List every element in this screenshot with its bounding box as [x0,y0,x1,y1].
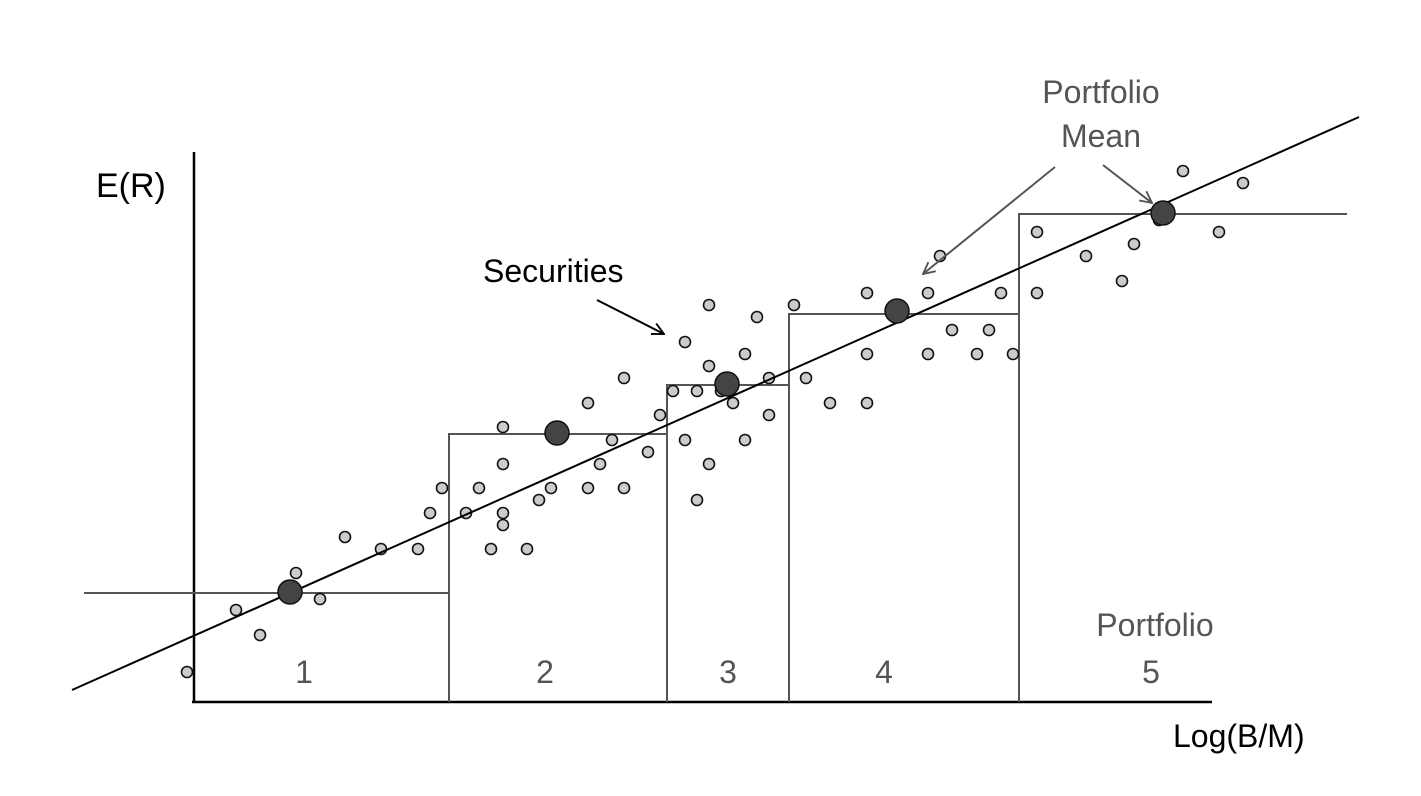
security-dot-46 [823,396,837,410]
security-dot-23 [593,457,607,471]
security-dot-48 [860,347,874,361]
security-dot-3 [253,628,267,642]
security-dot-44 [787,298,801,312]
securities-arrow [596,299,664,334]
security-dot-18 [520,542,534,556]
security-dot-10 [435,481,449,495]
x-axis-label: Log(B/M) [1173,718,1305,754]
security-dot-1 [180,665,194,679]
security-dot-31 [678,433,692,447]
security-dot-54 [970,347,984,361]
portfolio-mean-dots [277,200,1176,605]
security-dot-22 [581,481,595,495]
security-dot-41 [750,310,764,324]
security-dot-19 [532,493,546,507]
security-dot-17 [496,518,510,532]
security-dot-63 [1176,164,1190,178]
security-dot-65 [1236,176,1250,190]
security-dot-12 [472,481,486,495]
portfolio-number-2: 2 [536,654,554,690]
security-dot-6 [338,530,352,544]
portfolio-word-label: Portfolio [1096,607,1213,643]
security-dot-27 [641,445,655,459]
portfolio-number-3: 3 [719,654,737,690]
security-dot-47 [860,286,874,300]
security-dot-57 [1006,347,1020,361]
security-dot-8 [411,542,425,556]
security-dot-55 [982,323,996,337]
y-axis-label: E(R) [96,167,166,205]
security-dot-4 [289,566,303,580]
security-dot-58 [1030,225,1044,239]
security-dot-36 [702,457,716,471]
security-dot-38 [726,396,740,410]
security-dot-39 [738,347,752,361]
security-dot-53 [945,323,959,337]
security-dots [180,164,1250,679]
security-dot-14 [496,457,510,471]
security-dot-50 [921,286,935,300]
portfolio-number-5: 5 [1142,654,1160,690]
security-dot-34 [702,298,716,312]
security-dot-45 [799,371,813,385]
security-dot-5 [313,592,327,606]
security-dot-49 [860,396,874,410]
portfolio-mean-dot-2 [544,420,570,446]
security-dot-16 [496,506,510,520]
security-dot-30 [678,335,692,349]
portfolio-mean-label-line2: Mean [1061,118,1141,154]
security-dot-15 [496,420,510,434]
security-dot-62 [1127,237,1141,251]
security-dot-64 [1212,225,1226,239]
security-dot-32 [690,384,704,398]
security-dot-9 [423,506,437,520]
security-dot-2 [229,603,243,617]
security-dot-59 [1030,286,1044,300]
securities-label: Securities [483,253,624,289]
security-dot-35 [702,359,716,373]
portfolio-mean-arrow-left [923,166,1056,274]
portfolio-mean-dot-1 [277,579,303,605]
portfolio-mean-dot-3 [714,371,740,397]
portfolio-4-box [788,313,1020,702]
security-dot-51 [921,347,935,361]
portfolio-mean-dot-5 [1150,200,1176,226]
security-dot-25 [617,371,631,385]
portfolio-mean-dot-4 [884,298,910,324]
security-dot-56 [994,286,1008,300]
security-dot-61 [1115,274,1129,288]
portfolio-number-4: 4 [875,654,893,690]
portfolio-number-1: 1 [295,654,313,690]
security-dot-43 [762,408,776,422]
security-dot-28 [653,408,667,422]
security-dot-13 [484,542,498,556]
security-dot-40 [738,433,752,447]
security-dot-21 [581,396,595,410]
security-dot-29 [666,384,680,398]
portfolio-mean-label-line1: Portfolio [1042,74,1159,110]
security-dot-33 [690,493,704,507]
security-dot-26 [617,481,631,495]
security-dot-20 [544,481,558,495]
security-dot-60 [1079,249,1093,263]
portfolio-mean-arrow-right [1102,164,1152,203]
portfolio-5-box [1018,213,1347,702]
security-dot-24 [605,433,619,447]
